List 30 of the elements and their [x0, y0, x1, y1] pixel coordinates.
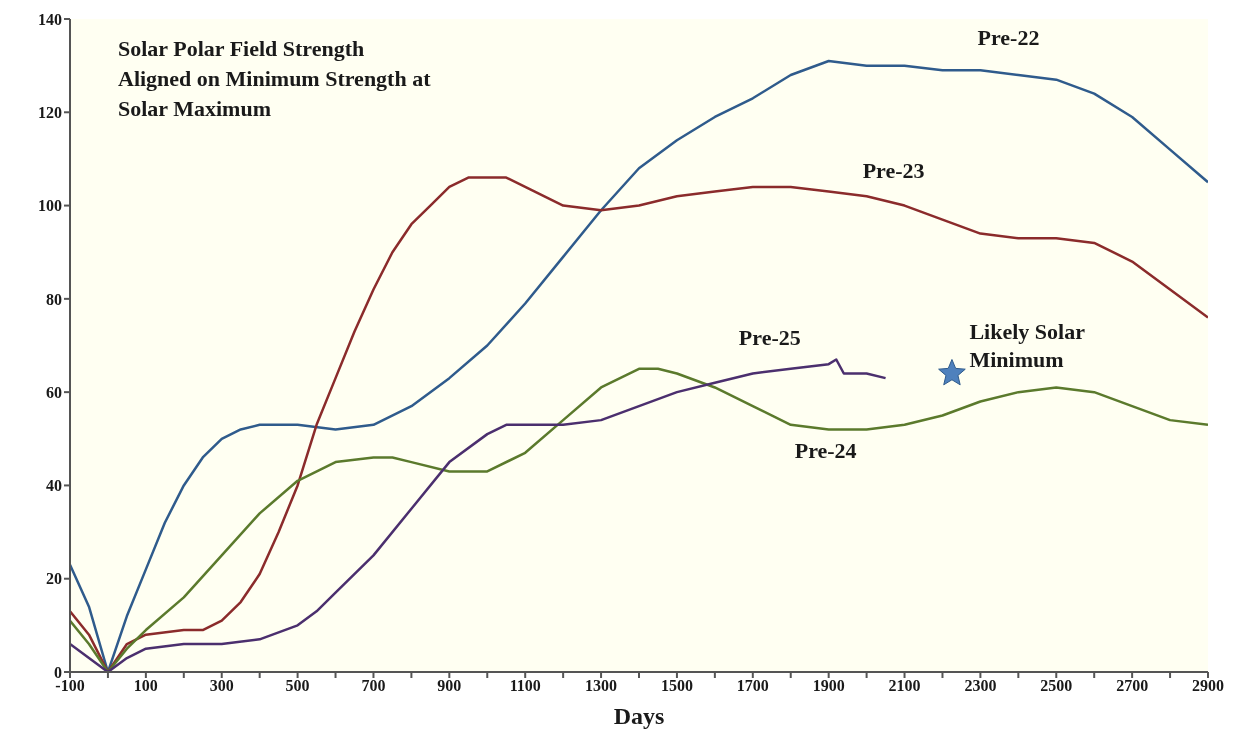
series-label: Pre-25	[738, 325, 801, 351]
series-label: Pre-24	[794, 438, 857, 464]
x-tick-label: 1300	[585, 677, 618, 695]
series-label: Pre-23	[862, 158, 925, 184]
x-tick-label: 100	[133, 677, 158, 695]
x-tick-label: 700	[361, 677, 386, 695]
x-tick-label: 2700	[1116, 677, 1149, 695]
y-tick-label: 140	[38, 10, 62, 28]
x-axis-title: Days	[613, 703, 665, 729]
x-tick-label: 2300	[964, 677, 997, 695]
x-tick-label: 300	[209, 677, 234, 695]
x-tick-label: 900	[437, 677, 462, 695]
x-tick-label: 1900	[812, 677, 845, 695]
x-tick-label: 2100	[888, 677, 921, 695]
x-tick-label: 1500	[660, 677, 693, 695]
text: Solar Polar Field Strength Aligned on Minimum Strength at Solar Maximum	[118, 35, 431, 123]
y-tick-label: 80	[46, 290, 62, 308]
line-series	[70, 358, 887, 672]
y-tick-label: 40	[46, 477, 62, 495]
y-tick-label: 120	[38, 103, 62, 121]
x-tick-label: 1700	[736, 677, 769, 695]
x-tick-label: 2500	[1040, 677, 1073, 695]
x-tick-label: 500	[285, 677, 310, 695]
x-tick-label: 2900	[1192, 677, 1224, 695]
y-tick-label: 100	[38, 197, 62, 215]
series-label: Pre-22	[977, 25, 1040, 51]
series-label: Likely Solar Minimum	[969, 318, 1086, 372]
y-tick-label: 20	[46, 570, 62, 588]
y-tick-label: 60	[46, 383, 62, 401]
x-tick-label: 1100	[509, 677, 541, 695]
